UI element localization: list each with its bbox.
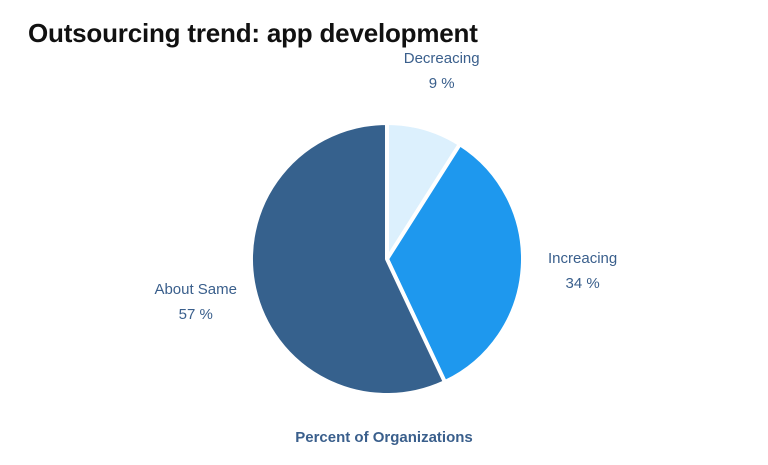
slice-label: About Same 57 % [126, 277, 266, 327]
slice-label-value: 34 % [565, 275, 600, 293]
slice-label-name: Decreacing [403, 49, 480, 67]
slice-label-value: 9 % [428, 74, 455, 92]
slice-label-value: 57 % [178, 305, 213, 323]
slice-label: Decreacing 9 % [372, 46, 512, 96]
pie-slice-increacing [385, 142, 525, 385]
x-axis-label: Percent of Organizations [295, 429, 473, 446]
slice-label-name: About Same [154, 280, 237, 298]
pie-slice-about-same [249, 121, 447, 397]
slice-label-name: Increacing [548, 250, 618, 268]
slice-label: Increacing 34 % [513, 246, 653, 296]
chart-title: Outsourcing trend: app development [28, 18, 478, 48]
